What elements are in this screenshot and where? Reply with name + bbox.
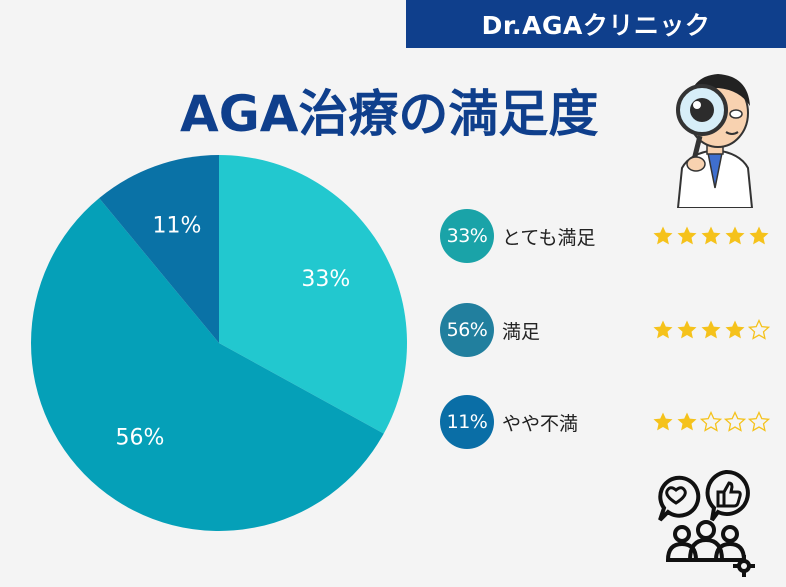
star-filled-icon xyxy=(749,226,769,245)
legend-row-somewhat-dissatisfied: 11% やや不満 xyxy=(440,395,770,449)
star-filled-icon xyxy=(677,226,697,245)
legend-row-satisfied: 56% 満足 xyxy=(440,303,770,357)
page-title: AGA治療の満足度 xyxy=(180,85,599,143)
star-filled-icon xyxy=(653,412,673,431)
star-outline-icon xyxy=(724,411,746,432)
star-filled-icon xyxy=(725,226,745,245)
legend-label: 満足 xyxy=(502,320,541,343)
star-rating xyxy=(652,225,770,247)
star-filled-icon xyxy=(653,226,673,245)
star-rating xyxy=(652,319,770,341)
people-feedback-icon xyxy=(658,469,755,577)
pie-slice xyxy=(219,155,407,434)
star-filled-icon xyxy=(653,320,673,339)
brand-name: Dr.AGAクリニック xyxy=(481,11,711,40)
pie-slice xyxy=(31,198,384,532)
star-filled-icon xyxy=(725,320,745,339)
pie-data-label: 56% xyxy=(115,426,164,451)
legend-badge: 56% xyxy=(440,303,494,357)
legend-badge: 11% xyxy=(440,395,494,449)
pie-slice xyxy=(99,155,219,343)
brand-banner: Dr.AGAクリニック xyxy=(406,0,786,48)
star-outline-icon xyxy=(700,411,722,432)
doctor-with-magnifier-icon xyxy=(676,74,754,208)
legend-row-very-satisfied: 33% とても満足 xyxy=(440,209,770,263)
legend-badge: 33% xyxy=(440,209,494,263)
star-outline-icon xyxy=(748,319,770,340)
star-filled-icon xyxy=(677,412,697,431)
legend-label: とても満足 xyxy=(502,226,596,249)
pie-data-label: 33% xyxy=(301,267,350,292)
star-filled-icon xyxy=(677,320,697,339)
legend-label: やや不満 xyxy=(502,412,579,435)
star-filled-icon xyxy=(701,320,721,339)
star-filled-icon xyxy=(701,226,721,245)
pie-data-label: 11% xyxy=(153,213,202,238)
star-outline-icon xyxy=(748,411,770,432)
star-rating xyxy=(652,411,770,433)
